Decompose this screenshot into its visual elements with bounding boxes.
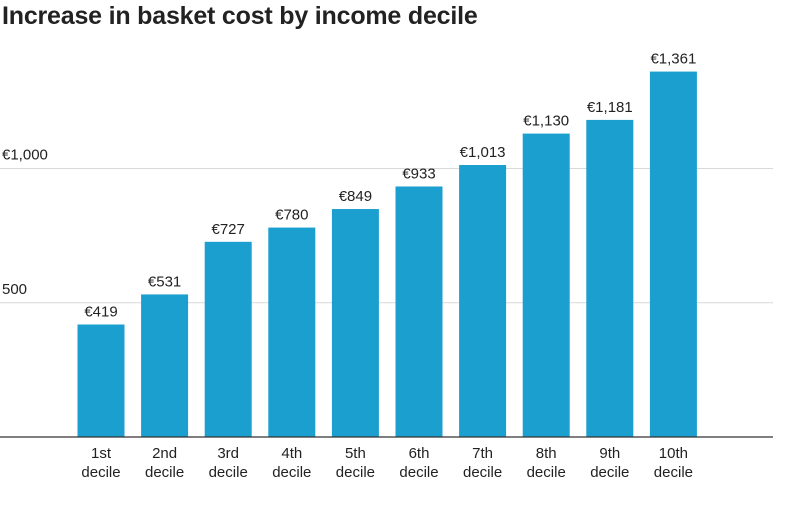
y-tick-label: €1,000 (2, 147, 48, 164)
x-tick-label: 10th (659, 445, 688, 462)
data-label: €419 (84, 303, 117, 320)
data-label: €531 (148, 273, 181, 290)
data-label: €1,361 (650, 51, 696, 68)
bar (204, 241, 252, 437)
x-tick-label: 8th (536, 445, 557, 462)
x-tick-label: 2nd (152, 445, 177, 462)
x-tick-label: decile (654, 464, 693, 481)
x-tick-label: 3rd (217, 445, 239, 462)
data-labels: €419 €531 €727 €780 €849 €933 €1,013 €1,130 €1,1… (84, 51, 696, 321)
data-label: €1,013 (460, 144, 506, 161)
x-tick-label: 1st (91, 445, 112, 462)
bar (331, 209, 379, 437)
bars (77, 71, 697, 438)
x-tick-label: 6th (409, 445, 430, 462)
data-label: €849 (339, 188, 372, 205)
gridlines (0, 168, 773, 304)
x-tick-label: decile (527, 464, 566, 481)
data-label: €933 (402, 165, 435, 182)
data-label: €1,130 (523, 113, 569, 130)
bar (395, 186, 443, 437)
y-tick-label: 500 (2, 281, 27, 298)
x-tick-label: decile (399, 464, 438, 481)
x-tick-label: decile (590, 464, 629, 481)
bar (268, 227, 316, 437)
x-tick-label: 5th (345, 445, 366, 462)
x-tick-label: decile (81, 464, 120, 481)
x-tick-label: 9th (599, 445, 620, 462)
x-tick-label: decile (272, 464, 311, 481)
data-label: €727 (212, 221, 245, 238)
x-tick-label: decile (336, 464, 375, 481)
bar (586, 119, 634, 438)
bar (649, 71, 697, 437)
x-tick-label: 4th (281, 445, 302, 462)
bar (522, 133, 570, 437)
bar (459, 165, 507, 437)
x-tick-label: decile (209, 464, 248, 481)
axes: 500 €1,000 1st decile 2nd decile 3rd decile 4th d… (0, 147, 773, 481)
bar (141, 294, 189, 437)
x-tick-label: decile (463, 464, 502, 481)
data-label: €1,181 (587, 99, 633, 116)
bar (77, 324, 125, 437)
chart-title: Increase in basket cost by income decile (2, 2, 478, 30)
x-tick-label: 7th (472, 445, 493, 462)
data-label: €780 (275, 207, 308, 224)
x-tick-label: decile (145, 464, 184, 481)
